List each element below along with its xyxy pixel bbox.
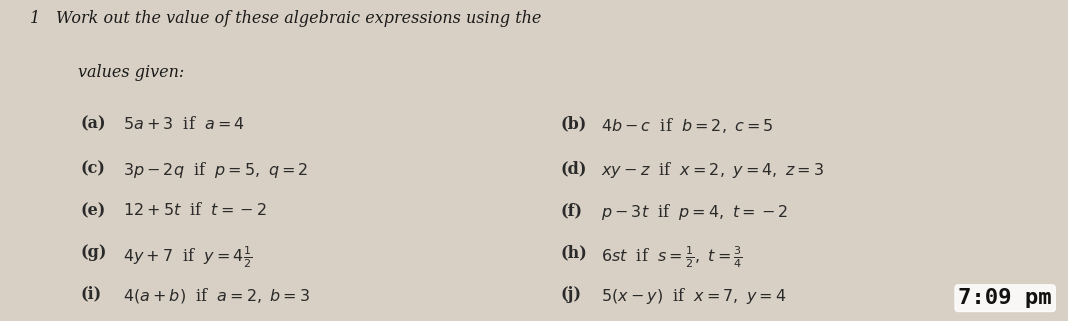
Text: $5(x - y)$  if  $x = 7,\ y = 4$: $5(x - y)$ if $x = 7,\ y = 4$ (601, 286, 787, 306)
Text: 1: 1 (30, 10, 40, 27)
Text: $xy - z$  if  $x = 2,\ y = 4,\ z = 3$: $xy - z$ if $x = 2,\ y = 4,\ z = 3$ (601, 160, 824, 180)
Text: values given:: values given: (78, 64, 184, 81)
Text: $p - 3t$  if  $p = 4,\ t = -2$: $p - 3t$ if $p = 4,\ t = -2$ (601, 202, 788, 222)
Text: $12 + 5t$  if  $t = -2$: $12 + 5t$ if $t = -2$ (123, 202, 267, 219)
Text: $3p - 2q$  if  $p = 5,\ q = 2$: $3p - 2q$ if $p = 5,\ q = 2$ (123, 160, 309, 180)
Text: (e): (e) (80, 202, 106, 219)
Text: 7:09 pm: 7:09 pm (958, 288, 1052, 308)
Text: $4(a + b)$  if  $a = 2,\ b = 3$: $4(a + b)$ if $a = 2,\ b = 3$ (123, 286, 310, 305)
Text: $4y + 7$  if  $y = 4\frac{1}{2}$: $4y + 7$ if $y = 4\frac{1}{2}$ (123, 244, 252, 270)
Text: (i): (i) (80, 286, 101, 303)
Text: (g): (g) (80, 244, 107, 261)
Text: Work out the value of these algebraic expressions using the: Work out the value of these algebraic ex… (56, 10, 540, 27)
Text: (f): (f) (561, 202, 583, 219)
Text: (d): (d) (561, 160, 587, 178)
Text: $4b - c$  if  $b = 2,\ c = 5$: $4b - c$ if $b = 2,\ c = 5$ (601, 116, 774, 134)
Text: (c): (c) (80, 160, 105, 178)
Text: $5a + 3$  if  $a = 4$: $5a + 3$ if $a = 4$ (123, 116, 245, 133)
Text: (h): (h) (561, 244, 587, 261)
Text: (j): (j) (561, 286, 582, 303)
Text: (b): (b) (561, 116, 587, 133)
Text: $6st$  if  $s = \frac{1}{2},\ t = \frac{3}{4}$: $6st$ if $s = \frac{1}{2},\ t = \frac{3}… (601, 244, 743, 270)
Text: (a): (a) (80, 116, 106, 133)
